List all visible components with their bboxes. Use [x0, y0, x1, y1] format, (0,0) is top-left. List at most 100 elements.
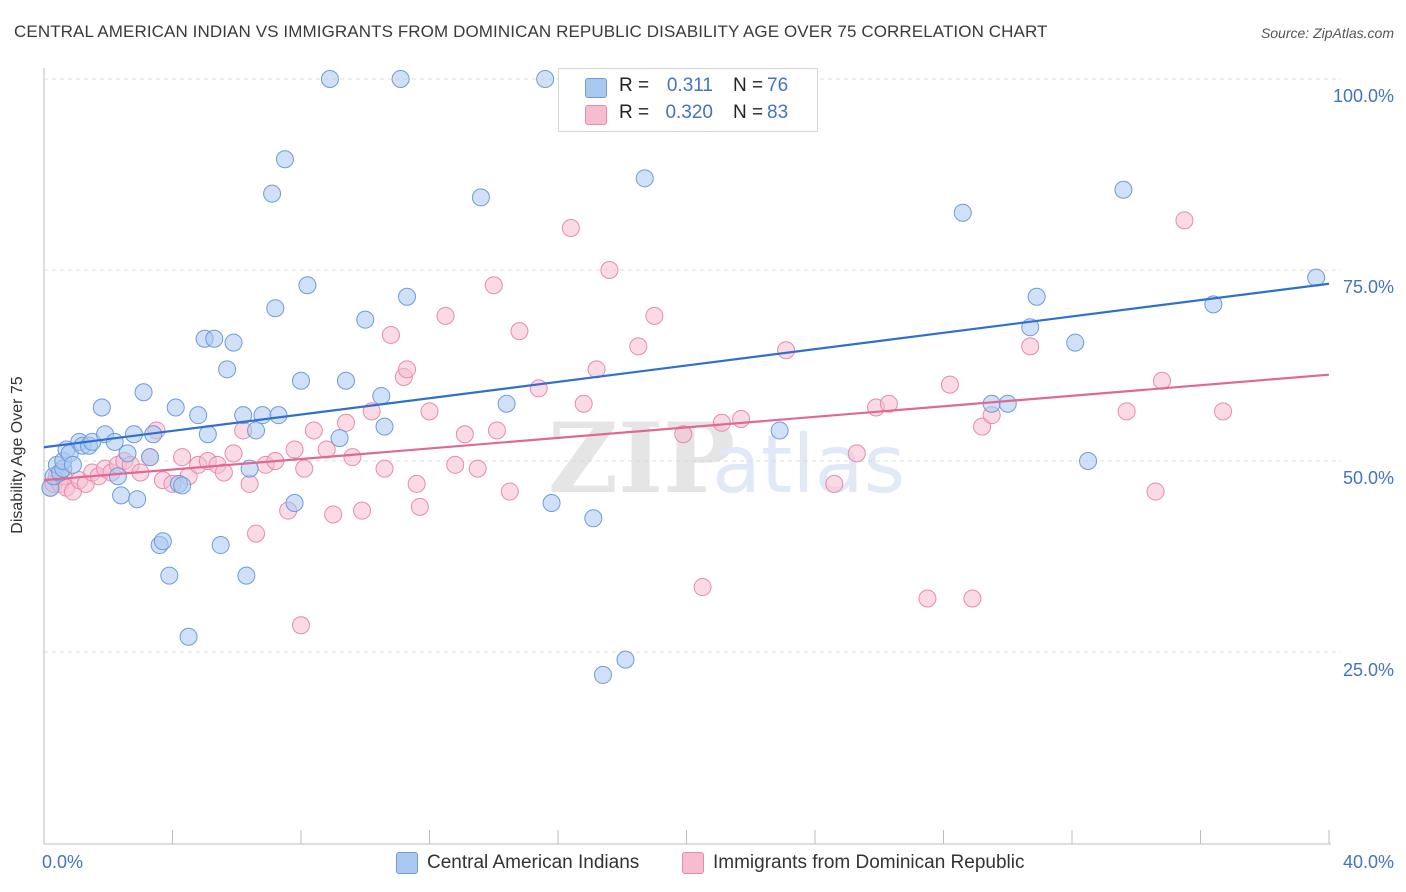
data-point-pink: [1146, 482, 1165, 501]
y-axis-label: Disability Age Over 75: [9, 376, 26, 534]
data-point-pink: [645, 306, 664, 325]
legend-swatch-blue: [585, 78, 607, 98]
data-point-pink: [398, 360, 417, 379]
data-point-blue: [160, 566, 179, 585]
data-point-pink: [973, 417, 992, 436]
trend-line-pink: [43, 373, 1330, 482]
data-point-blue: [1066, 333, 1085, 352]
data-point-pink: [295, 459, 314, 478]
x-tick-label-min: 0.0%: [42, 852, 84, 872]
source-label: Source: ZipAtlas.com: [1260, 25, 1394, 41]
data-point-pink: [336, 413, 355, 432]
data-point-pink: [436, 306, 455, 325]
data-point-blue: [205, 329, 224, 348]
data-point-blue: [953, 203, 972, 222]
y-tick-label-100: 100.0%: [1332, 86, 1394, 106]
legend-n-value: 83: [767, 102, 789, 123]
legend-r-value: 0.311: [666, 75, 713, 96]
watermark-atlas: atlas: [712, 418, 905, 511]
series-legend-label-blue: Central American Indians: [427, 852, 640, 873]
data-point-blue: [497, 394, 516, 413]
data-point-pink: [510, 322, 529, 341]
series-legend: Central American Indians Immigrants from…: [0, 852, 1406, 878]
data-point-blue: [356, 310, 375, 329]
data-point-pink: [410, 497, 429, 516]
y-tick-label-25: 25.0%: [1342, 660, 1394, 680]
data-point-blue: [616, 650, 635, 669]
data-point-blue: [211, 536, 230, 555]
data-point-blue: [128, 490, 147, 509]
data-point-blue: [375, 417, 394, 436]
data-point-pink: [214, 463, 233, 482]
data-point-blue: [285, 494, 304, 513]
data-point-blue: [330, 429, 349, 448]
data-point-blue: [372, 387, 391, 406]
data-point-pink: [375, 459, 394, 478]
data-point-pink: [674, 425, 693, 444]
x-tick-label-max: 40.0%: [1342, 852, 1394, 872]
data-point-blue: [108, 467, 127, 486]
data-point-blue: [166, 398, 185, 417]
legend-n-label: N =: [733, 102, 764, 123]
data-point-blue: [63, 455, 82, 474]
data-point-blue: [275, 150, 294, 169]
data-point-pink: [247, 524, 266, 543]
data-point-pink: [600, 261, 619, 279]
data-point-blue: [92, 398, 111, 417]
data-point-pink: [407, 474, 426, 493]
data-point-pink: [732, 409, 751, 428]
data-point-pink: [918, 589, 937, 608]
data-point-blue: [153, 532, 172, 551]
data-point-blue: [179, 627, 198, 646]
data-point-pink: [317, 440, 336, 459]
data-point-blue: [234, 406, 253, 425]
data-point-blue: [471, 188, 490, 207]
data-point-pink: [484, 276, 503, 295]
data-point-blue: [1114, 180, 1133, 199]
legend-n-value: 76: [767, 75, 789, 96]
data-point-pink: [1175, 211, 1194, 230]
data-point-pink: [304, 421, 323, 440]
data-point-pink: [446, 455, 465, 474]
data-point-pink: [1213, 402, 1232, 421]
data-point-blue: [198, 425, 217, 444]
data-point-pink: [353, 501, 372, 520]
data-point-blue: [1079, 452, 1098, 470]
data-point-blue: [542, 494, 561, 513]
data-point-pink: [847, 444, 866, 463]
data-point-blue: [118, 444, 137, 463]
data-point-pink: [292, 616, 310, 635]
legend-r-label: R =: [619, 75, 650, 96]
data-point-pink: [420, 402, 439, 421]
watermark-zip: ZIP: [548, 402, 735, 515]
legend-n-label: N =: [733, 75, 764, 96]
series-legend-swatch-blue: [396, 852, 418, 874]
legend-swatch-pink: [585, 105, 607, 125]
data-point-blue: [173, 476, 192, 495]
data-point-blue: [189, 406, 208, 425]
data-point-pink: [879, 394, 898, 413]
data-point-blue: [770, 421, 789, 440]
data-point-blue: [584, 509, 603, 528]
data-point-blue: [536, 70, 555, 88]
data-point-pink: [285, 440, 304, 459]
data-point-blue: [398, 287, 417, 306]
data-point-blue: [134, 383, 153, 402]
data-point-pink: [940, 375, 959, 394]
data-point-pink: [1152, 371, 1171, 390]
data-point-blue: [292, 371, 310, 390]
legend-r-label: R =: [619, 102, 650, 123]
data-point-blue: [237, 566, 256, 585]
data-point-blue: [263, 184, 282, 203]
data-point-blue: [635, 169, 654, 188]
data-point-pink: [825, 474, 844, 493]
data-point-blue: [336, 371, 355, 390]
data-point-blue: [320, 70, 339, 88]
data-point-pink: [487, 421, 506, 440]
data-point-pink: [324, 505, 343, 524]
data-point-blue: [141, 448, 160, 467]
data-point-blue: [112, 486, 131, 505]
data-point-pink: [963, 589, 982, 608]
data-point-pink: [1117, 402, 1136, 421]
